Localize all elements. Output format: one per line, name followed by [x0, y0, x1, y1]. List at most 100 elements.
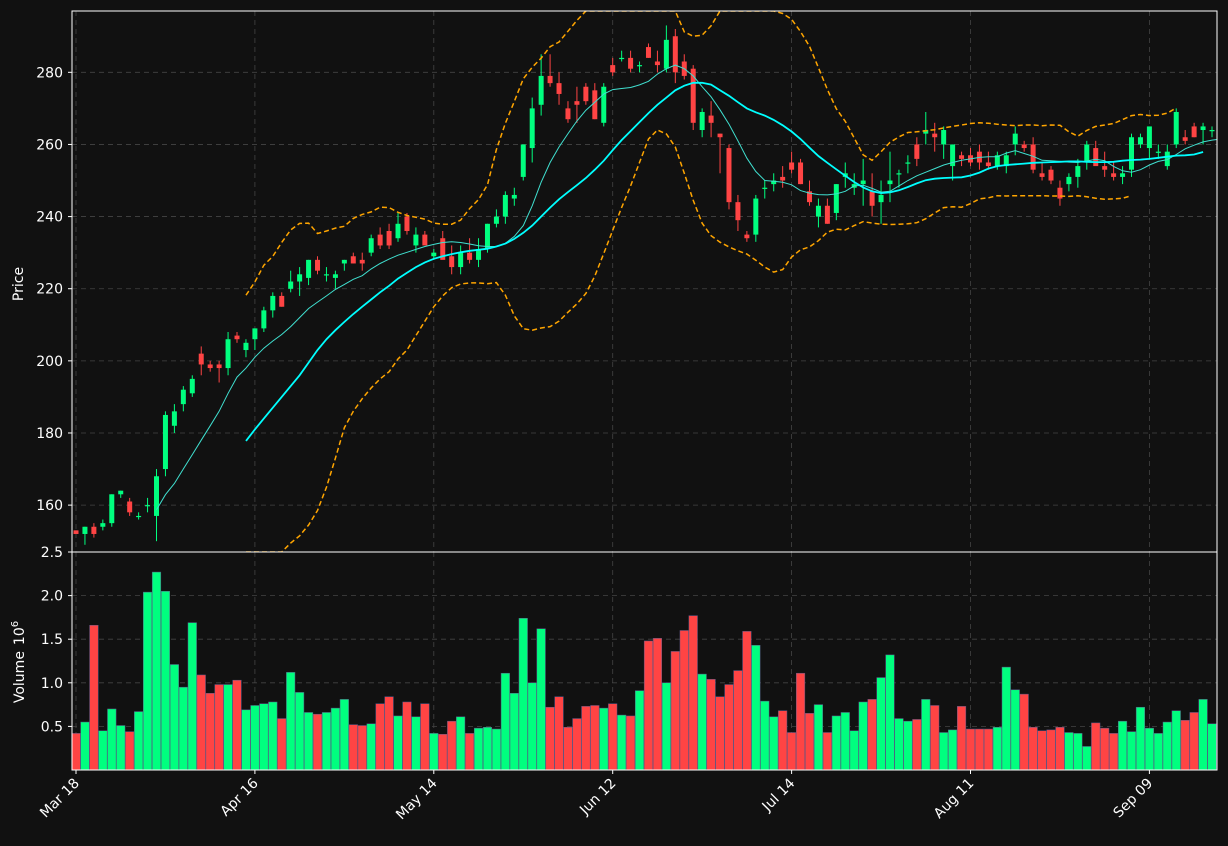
volume-bar — [1172, 711, 1181, 770]
candle-body — [592, 90, 597, 119]
candle-body — [503, 195, 508, 217]
volume-bar — [1011, 690, 1020, 770]
volume-bar — [438, 734, 447, 770]
volume-bar — [939, 733, 948, 770]
candle-body — [1022, 144, 1027, 148]
volume-bar — [1100, 728, 1109, 770]
candle-body — [825, 206, 830, 224]
candle-body — [154, 476, 159, 516]
volume-bar — [707, 679, 716, 770]
candle-body — [1192, 126, 1197, 137]
volume-bar — [99, 731, 108, 770]
volume-bar — [349, 725, 358, 770]
volume-bar — [1163, 722, 1172, 770]
candle-body — [762, 188, 767, 189]
volume-bar — [465, 733, 474, 770]
candle-body — [181, 390, 186, 404]
candle-body — [1183, 137, 1188, 141]
volume-axis-label-text: Volume — [12, 651, 28, 703]
volume-bar — [421, 704, 430, 770]
volume-bar — [331, 708, 340, 770]
volume-bar — [447, 721, 456, 770]
volume-bar — [242, 710, 251, 770]
volume-bar — [984, 729, 993, 770]
volume-bar — [1127, 732, 1136, 770]
volume-bar — [823, 733, 832, 770]
volume-bar — [921, 699, 930, 770]
volume-bar — [662, 683, 671, 770]
volume-bar — [295, 692, 304, 770]
candle-body — [109, 494, 114, 523]
volume-bar — [188, 623, 197, 770]
volume-bar — [251, 705, 260, 770]
volume-bar — [698, 674, 707, 770]
candle-body — [816, 206, 821, 217]
candle-body — [118, 491, 123, 495]
candle-body — [914, 144, 919, 158]
volume-bar — [608, 704, 617, 770]
price-tick-label: 280 — [36, 65, 63, 81]
volume-bar — [993, 727, 1002, 770]
candle-body — [798, 162, 803, 184]
candle-body — [342, 260, 347, 264]
volume-bar — [743, 631, 752, 770]
candle-body — [467, 253, 472, 260]
volume-bar — [474, 728, 483, 770]
volume-bar — [403, 702, 412, 770]
volume-bar — [358, 726, 367, 770]
candle-body — [413, 235, 418, 246]
candle-body — [252, 328, 257, 339]
candle-body — [646, 47, 651, 58]
candle-body — [941, 130, 946, 144]
candle-body — [1138, 137, 1143, 144]
volume-bar — [116, 726, 125, 770]
candle-body — [1066, 177, 1071, 184]
candle-body — [789, 162, 794, 169]
volume-bar — [760, 701, 769, 770]
candle-body — [753, 199, 758, 235]
volume-bar — [752, 645, 761, 770]
candle-body — [879, 195, 884, 202]
volume-bar — [680, 630, 689, 770]
volume-bar — [734, 671, 743, 770]
volume-bar — [519, 618, 528, 770]
candle-body — [557, 83, 562, 94]
candle-body — [190, 379, 195, 393]
candle-body — [208, 364, 213, 368]
volume-bar — [1190, 712, 1199, 770]
candle-body — [691, 69, 696, 123]
volume-bar — [1047, 730, 1056, 770]
volume-bar — [877, 678, 886, 770]
candle-body — [601, 87, 606, 123]
volume-bar — [966, 729, 975, 770]
candle-body — [861, 181, 866, 185]
candle-body — [396, 224, 401, 238]
volume-bar — [125, 732, 134, 770]
candle-body — [673, 36, 678, 72]
volume-tick-label: 1.0 — [41, 676, 63, 692]
volume-bar — [591, 705, 600, 770]
candle-body — [539, 76, 544, 105]
candle-body — [82, 527, 87, 534]
candle-body — [145, 505, 150, 506]
candle-body — [306, 260, 311, 278]
volume-bar — [787, 733, 796, 770]
volume-bar — [913, 719, 922, 770]
volume-bar — [197, 675, 206, 770]
volume-bar — [1091, 723, 1100, 770]
candle-body — [270, 296, 275, 310]
volume-bar — [1002, 667, 1011, 770]
candle-body — [226, 339, 231, 368]
candle-body — [217, 364, 222, 368]
candle-body — [1040, 173, 1045, 177]
volume-bar — [1082, 746, 1091, 770]
volume-bar — [224, 685, 233, 770]
volume-bar — [957, 706, 966, 770]
candle-body — [565, 108, 570, 119]
volume-bar — [1029, 727, 1038, 770]
price-tick-label: 260 — [36, 137, 63, 153]
candle-body — [735, 202, 740, 220]
volume-bar — [725, 685, 734, 770]
candle-body — [1049, 170, 1054, 181]
